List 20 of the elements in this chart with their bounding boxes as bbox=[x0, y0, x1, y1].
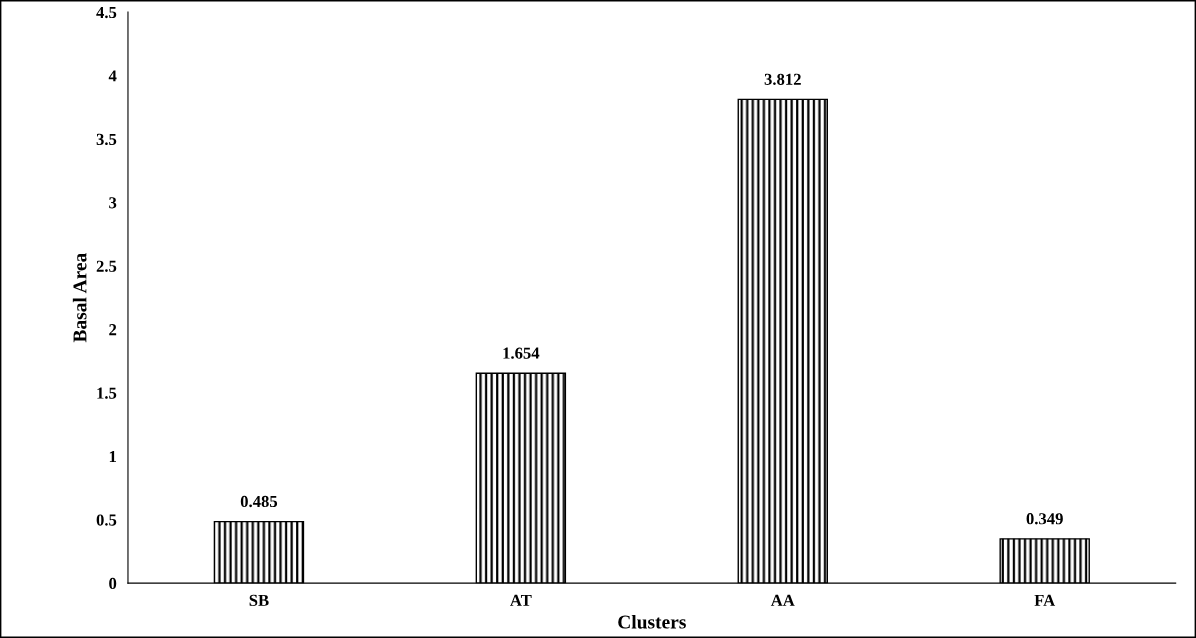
x-tick-label: AT bbox=[510, 594, 532, 606]
data-label: 0.485 bbox=[240, 495, 278, 508]
y-tick-label: 3 bbox=[109, 197, 117, 209]
data-label: 0.349 bbox=[1026, 513, 1063, 525]
y-tick-label: 1 bbox=[109, 451, 116, 463]
x-tick-label: FA bbox=[1034, 594, 1056, 606]
y-axis-title: Basal Area bbox=[72, 252, 87, 343]
y-tick-label: 3.5 bbox=[96, 133, 117, 146]
y-tick-label: 0.5 bbox=[96, 514, 117, 526]
y-tick-label: 4.5 bbox=[96, 6, 117, 19]
y-tick-label: 2 bbox=[109, 324, 117, 336]
x-tick-label: SB bbox=[249, 594, 269, 606]
x-tick-label: AA bbox=[770, 594, 795, 606]
y-tick-label: 1.5 bbox=[97, 387, 117, 399]
x-axis-title: Clusters bbox=[618, 614, 686, 629]
y-tick-label: 2.5 bbox=[96, 260, 117, 272]
y-tick-label: 4 bbox=[108, 70, 117, 82]
data-label: 3.812 bbox=[764, 73, 801, 85]
data-label: 1.654 bbox=[503, 347, 540, 359]
y-tick-label: 0 bbox=[109, 577, 117, 590]
